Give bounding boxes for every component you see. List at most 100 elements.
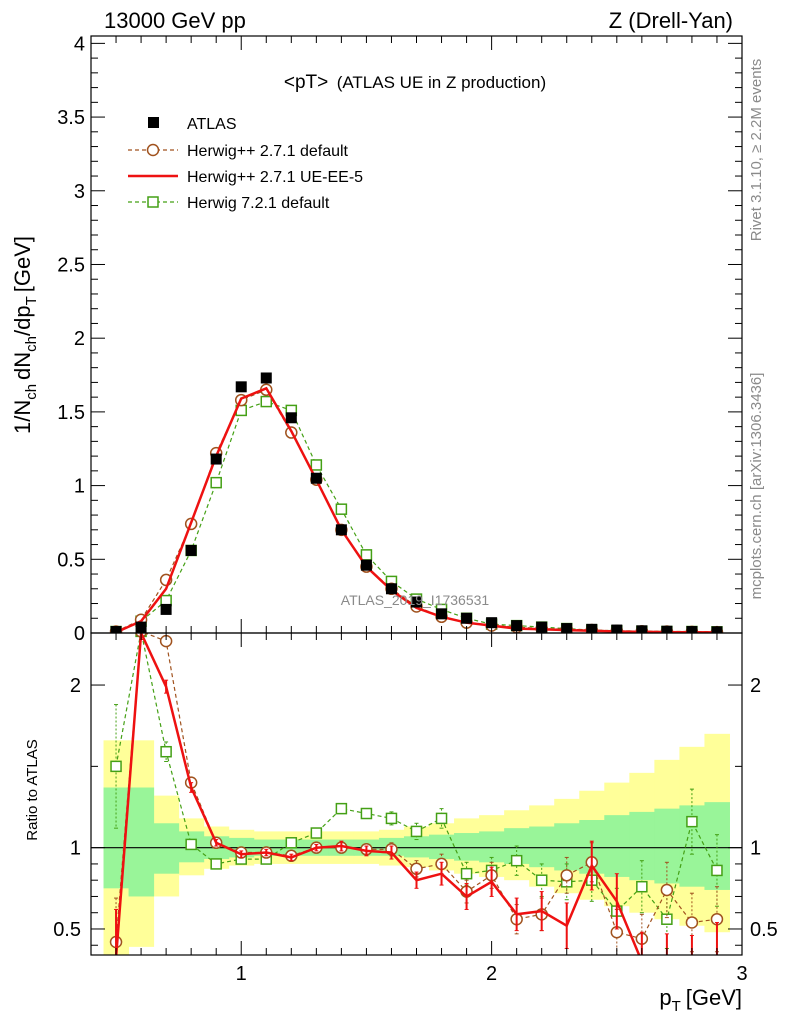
- h7-point-22: [661, 913, 673, 925]
- ratio-series-hpp_ueee5: [114, 633, 719, 955]
- header-left: 13000 GeV pp: [104, 8, 246, 33]
- ratio-xtick-label-0: 1: [236, 963, 247, 985]
- main-ytick-label-7: 3.5: [57, 107, 85, 129]
- band-inner-24: [704, 802, 730, 890]
- axes-ticks: 00.511.522.533.541 2 30.5 0.51 12 2: [53, 33, 778, 985]
- band-inner-12: [403, 836, 430, 858]
- legend-label-herwigpp-ueee5: Herwig++ 2.7.1 UE-EE-5: [187, 169, 363, 186]
- h7-point-9: [335, 802, 348, 815]
- atlas-point-7: [285, 412, 297, 424]
- ratio-ytick-label-right-2: 2: [750, 675, 761, 697]
- main-ytick-label-8: 4: [74, 33, 85, 55]
- analysis-watermark: ATLAS_2019_I1736531: [341, 592, 490, 608]
- legend-label-atlas: ATLAS: [187, 116, 237, 133]
- h7-point-21: [636, 880, 648, 893]
- legend-label-herwigpp-default: Herwig++ 2.7.1 default: [187, 143, 349, 160]
- ratio-ytick-label-left-1: 1: [70, 838, 81, 860]
- atlas-point-8: [310, 472, 322, 484]
- ylabel-part-2: dN: [10, 352, 35, 380]
- atlas-point-5: [235, 381, 247, 393]
- main-ytick-label-6: 3: [74, 181, 85, 203]
- hpp_default-point-22: [660, 883, 674, 897]
- xlabel-sub-t: T: [672, 998, 681, 1015]
- atlas-point-16: [511, 620, 523, 632]
- ylabel-sub-t: T: [23, 296, 40, 305]
- h7-point-8: [310, 827, 323, 839]
- ratio-panel: [109, 633, 724, 955]
- band-inner-20: [604, 815, 630, 877]
- band-inner-2: [153, 823, 180, 874]
- h7-point-12: [410, 825, 423, 838]
- main-title-sub: (ATLAS UE in Z production): [337, 73, 546, 92]
- ratio-ytick-label-left-2: 2: [70, 675, 81, 697]
- legend-marker-herwigpp-default: [146, 143, 160, 157]
- h7-point-8: [310, 459, 323, 471]
- atlas-point-4: [210, 453, 222, 465]
- main-ytick-label-0: 0: [74, 623, 85, 645]
- mcplots-label: mcplots.cern.ch [arXiv:1306.3436]: [748, 373, 765, 600]
- hpp_ueee5-line: [115, 633, 641, 955]
- h7-point-11: [385, 812, 398, 825]
- h7-point-9: [335, 503, 348, 515]
- header-right: Z (Drell-Yan): [609, 8, 733, 33]
- xlabel-unit: [GeV]: [686, 985, 742, 1010]
- legend-marker-atlas: [148, 117, 159, 128]
- legend: ATLAS Herwig++ 2.7.1 default Herwig++ 2.…: [128, 116, 363, 212]
- ylabel-part-4: [GeV]: [10, 236, 35, 292]
- h7-point-4: [210, 476, 222, 489]
- main-ytick-label-4: 2: [74, 328, 85, 350]
- ratio-ytick-label-left-0: 0.5: [53, 919, 81, 941]
- h7-point-4: [210, 858, 222, 870]
- atlas-point-12: [411, 596, 422, 608]
- xlabel-p: p: [659, 985, 671, 1010]
- rivet-label: Rivet 3.1.10, ≥ 2.2M events: [748, 59, 765, 242]
- legend-marker-herwig7: [147, 196, 159, 208]
- h7-point-10: [360, 807, 373, 820]
- ratio-ytick-label-right-1: 1: [750, 838, 761, 860]
- ylabel-part-3: /dp: [10, 305, 35, 336]
- main-ytick-label-5: 2.5: [57, 254, 85, 276]
- ylabel-sub-ch-1: ch: [23, 384, 40, 400]
- x-axis-label: pT [GeV]: [659, 985, 742, 1015]
- atlas-point-6: [260, 372, 272, 384]
- band-inner-14: [454, 833, 480, 861]
- h7-point-6: [260, 395, 273, 408]
- ratio-ylabel: Ratio to ATLAS: [24, 739, 41, 840]
- h7-point-13: [435, 812, 448, 825]
- main-ytick-label-1: 0.5: [57, 549, 85, 571]
- atlas-point-2: [160, 603, 172, 615]
- h7-point-2: [160, 745, 172, 758]
- h7-point-23: [686, 815, 698, 828]
- atlas-point-10: [360, 559, 372, 571]
- main-ylabel: 1/NchdNch/dpT[GeV]: [10, 236, 40, 434]
- ratio-xtick-label-1: 2: [486, 963, 497, 985]
- main-ytick-label-3: 1.5: [57, 402, 85, 424]
- h7-point-10: [360, 549, 373, 561]
- main-title-primary: <pT>: [284, 72, 328, 93]
- main-ylabel-text: 1/NchdNch/dpT[GeV]: [10, 236, 40, 434]
- atlas-point-14: [461, 612, 473, 624]
- ylabel-sub-ch-2: ch: [23, 336, 40, 352]
- band-inner-17: [529, 826, 555, 868]
- h7-point-3: [185, 838, 197, 851]
- ratio-xtick-label-2: 3: [736, 963, 747, 985]
- main-ytick-label-2: 1: [74, 476, 85, 498]
- h7-point-16: [510, 854, 523, 867]
- hpp_default-point-18: [560, 869, 573, 882]
- atlas-point-3: [185, 544, 197, 556]
- band-inner-1: [128, 787, 155, 897]
- atlas-point-9: [335, 524, 347, 536]
- h7-point-7: [285, 837, 298, 849]
- h7-point-24: [711, 864, 723, 877]
- main-title: <pT> (ATLAS UE in Z production): [284, 72, 546, 93]
- hpp_default-point-23: [685, 916, 699, 929]
- h7-point-17: [535, 874, 548, 886]
- h7-point-0: [110, 760, 122, 773]
- legend-label-herwig7: Herwig 7.2.1 default: [187, 195, 330, 212]
- atlas-point-11: [385, 583, 397, 595]
- h7-point-14: [460, 867, 473, 880]
- atlas-point-13: [436, 608, 448, 620]
- ratio-ytick-label-right-0: 0.5: [750, 919, 778, 941]
- ylabel-part-1: 1/N: [10, 400, 35, 434]
